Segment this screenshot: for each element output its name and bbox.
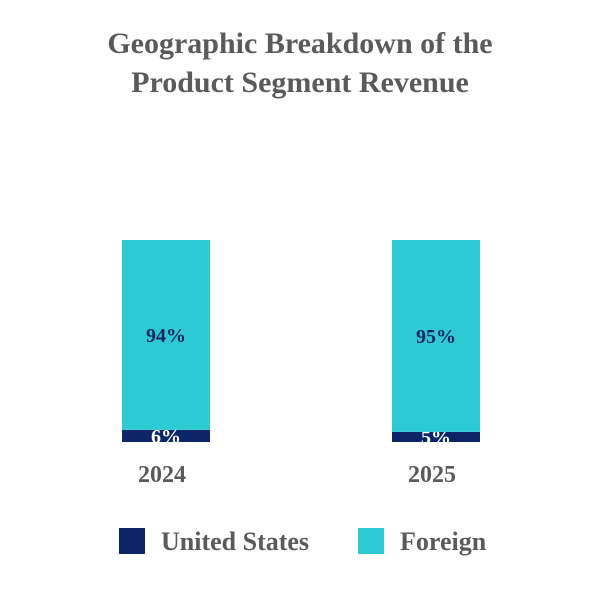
legend-swatch-united-states bbox=[119, 528, 145, 554]
data-label-united-states-2024: 6% bbox=[151, 426, 181, 448]
plot-area: 6% 94% 5% 95% bbox=[122, 240, 480, 449]
legend: United States Foreign bbox=[119, 527, 487, 556]
bar-united-states-2024 bbox=[122, 429, 210, 442]
x-axis-ticks: 2024 2025 bbox=[138, 462, 456, 488]
x-tick-label-2025: 2025 bbox=[408, 462, 456, 488]
data-label-foreign-2025: 95% bbox=[416, 326, 456, 348]
chart-title-line-1: Geographic Breakdown of the bbox=[107, 27, 492, 60]
data-label-united-states-2025: 5% bbox=[421, 427, 451, 449]
data-label-foreign-2024: 94% bbox=[146, 325, 186, 347]
x-tick-label-2024: 2024 bbox=[138, 462, 186, 488]
legend-label-foreign: Foreign bbox=[400, 527, 487, 556]
bar-foreign-2024 bbox=[122, 240, 210, 430]
chart-title-line-2: Product Segment Revenue bbox=[131, 66, 469, 99]
chart-title: Geographic Breakdown of the Product Segm… bbox=[107, 27, 492, 99]
legend-label-united-states: United States bbox=[161, 527, 309, 556]
bar-foreign-2025 bbox=[392, 240, 480, 432]
legend-swatch-foreign bbox=[358, 528, 384, 554]
bar-united-states-2025 bbox=[392, 431, 480, 442]
